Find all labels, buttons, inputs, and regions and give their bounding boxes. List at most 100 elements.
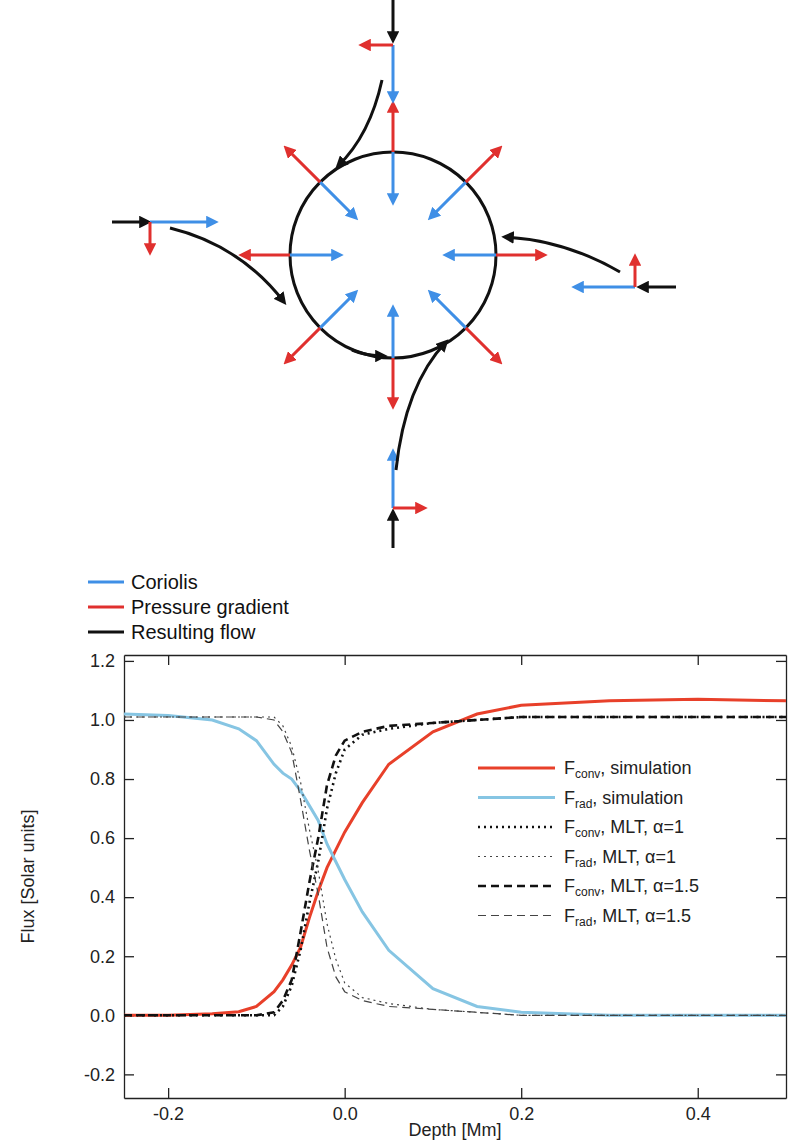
tick-label: 0.0 [90, 1006, 115, 1026]
tick: -0.2 [153, 1088, 184, 1124]
flow-arrow [505, 237, 620, 272]
tick [776, 661, 786, 662]
legend-swatch [478, 796, 555, 799]
axis [776, 656, 787, 1099]
tick-mark [776, 779, 786, 780]
tick: -0.2 [84, 1065, 134, 1085]
legend-label: Fconv, simulation [564, 758, 691, 781]
y-axis-title: Flux [Solar units] [18, 809, 38, 943]
tick [776, 897, 786, 898]
diagram-legend: CoriolisPressure gradientResulting flow [88, 571, 289, 643]
coriolis-arrow [392, 152, 395, 202]
x-axis-title: Depth [Mm] [408, 1120, 501, 1140]
axis-line [786, 656, 787, 1099]
pressure-arrow [392, 358, 395, 406]
tick [698, 655, 699, 665]
diagram: CoriolisPressure gradientResulting flow [88, 0, 676, 643]
tick: 0.4 [90, 887, 134, 907]
tick-mark [124, 720, 134, 721]
legend-label: Frad, MLT, α=1.5 [564, 906, 691, 929]
tick-label: 0.2 [509, 1104, 534, 1124]
series-line [124, 699, 786, 1015]
coriolis-arrow [150, 221, 215, 224]
tick-label: -0.2 [153, 1104, 184, 1124]
legend-label: Coriolis [131, 571, 198, 593]
coriolis-arrow [430, 292, 465, 327]
tick-mark [124, 838, 134, 839]
tick-mark [776, 956, 786, 957]
tick-mark [168, 655, 169, 665]
flow-arrow [338, 80, 382, 166]
tick: 0.4 [686, 1088, 711, 1124]
legend-label: Pressure gradient [131, 596, 289, 618]
tick-mark [124, 1074, 134, 1075]
coriolis-arrow [392, 45, 395, 100]
tick-label: 0.4 [90, 887, 115, 907]
coriolis-arrow [320, 182, 355, 217]
tick-mark [776, 661, 786, 662]
series-line [124, 717, 786, 1015]
legend-swatch [88, 606, 124, 609]
tick-label: 1.0 [90, 710, 115, 730]
series-line [124, 717, 786, 1015]
tick-label: 0.2 [90, 947, 115, 967]
figure: CoriolisPressure gradientResulting flow-… [0, 0, 794, 1140]
legend-label: Frad, MLT, α=1 [564, 847, 676, 870]
tick-label: 1.2 [90, 651, 115, 671]
tick-mark [345, 1088, 346, 1098]
axis: -0.20.00.20.40.60.81.01.2 [84, 651, 134, 1098]
tick: 0.2 [509, 1088, 534, 1124]
inflow-arrow [392, 0, 395, 40]
chart: -0.20.00.20.4-0.20.00.20.40.60.81.01.2De… [18, 651, 787, 1140]
tick-mark [124, 897, 134, 898]
legend-swatch [478, 826, 555, 829]
pressure-arrow [634, 257, 637, 287]
axis [125, 655, 787, 665]
inflow-arrow [112, 221, 148, 224]
tick-mark [124, 661, 134, 662]
tick [776, 1074, 786, 1075]
tick [521, 655, 522, 665]
legend-label: Fconv, MLT, α=1.5 [564, 876, 699, 899]
flow-arrow [352, 350, 384, 356]
pressure-arrow [149, 222, 152, 252]
tick-mark [521, 655, 522, 665]
tick-mark [776, 838, 786, 839]
tick-mark [776, 1074, 786, 1075]
tick-label: 0.4 [686, 1104, 711, 1124]
legend-swatch [88, 631, 124, 634]
tick: 0.0 [333, 1088, 358, 1124]
tick-label: -0.2 [84, 1065, 115, 1085]
tick-mark [168, 1088, 169, 1098]
coriolis-arrow [392, 452, 395, 508]
tick-mark [776, 897, 786, 898]
coriolis-arrow [430, 182, 465, 217]
pressure-arrow [392, 104, 395, 152]
tick-label: 0.0 [333, 1104, 358, 1124]
tick: 0.6 [90, 828, 134, 848]
coriolis-arrow [575, 286, 635, 289]
legend-swatch [478, 885, 555, 888]
series-line [124, 717, 786, 1015]
flow-arrow [396, 342, 446, 470]
pressure-arrow [496, 254, 544, 257]
axis-line [125, 655, 787, 656]
inflow-arrow [392, 512, 395, 548]
coriolis-arrow [290, 254, 340, 257]
legend-label: Fconv, MLT, α=1 [564, 817, 684, 840]
tick [345, 655, 346, 665]
tick-mark [345, 655, 346, 665]
tick-label: 0.6 [90, 828, 115, 848]
axis: -0.2 0.0 0.2 0.4 [125, 1088, 787, 1124]
pressure-arrow [466, 148, 500, 182]
tick-mark [698, 655, 699, 665]
chart-legend: Fconv, simulationFrad, simulationFconv, … [478, 758, 699, 929]
pressure-arrow [286, 148, 320, 182]
coriolis-arrow [320, 292, 355, 327]
tick [168, 655, 169, 665]
tick [776, 956, 786, 957]
series-line [124, 717, 786, 1015]
flow-arrow [170, 228, 284, 302]
tick-mark [521, 1088, 522, 1098]
pressure-arrow [362, 44, 393, 47]
